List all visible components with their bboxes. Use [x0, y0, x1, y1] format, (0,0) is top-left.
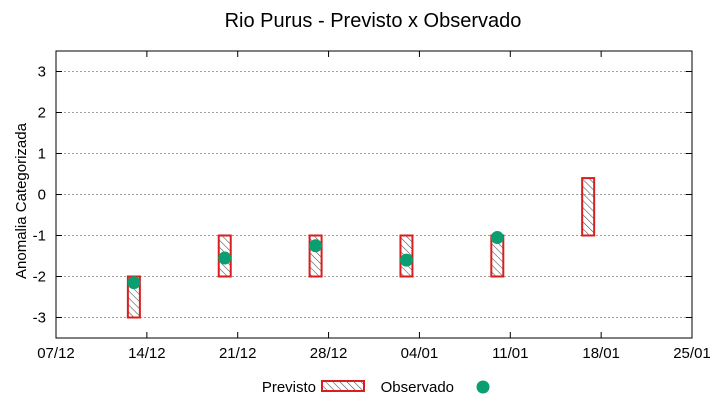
observado-point	[309, 239, 323, 253]
y-axis-label: Anomalia Categorizada	[13, 122, 30, 279]
observado-point	[218, 251, 232, 265]
x-tick-label: 28/12	[310, 345, 348, 362]
observado-point	[127, 276, 141, 290]
x-tick-label: 25/01	[673, 345, 711, 362]
grid-lines	[56, 71, 692, 318]
x-tick-label: 07/12	[37, 345, 75, 362]
observado-series	[127, 231, 504, 290]
observado-point	[399, 253, 413, 267]
y-tick-label: 1	[38, 146, 46, 163]
x-tick-label: 11/01	[492, 345, 528, 362]
legend-swatch-previsto	[321, 380, 365, 392]
previsto-series	[126, 177, 596, 319]
previsto-bar	[581, 177, 596, 237]
x-tick-label: 04/01	[401, 345, 439, 362]
x-tick-label: 21/12	[219, 345, 257, 362]
axis-ticks: -3 -2 -1 0 1 2 3 07/12 14/12 21/12 28/12 04/01 11/01…	[33, 51, 711, 362]
y-tick-label: -1	[33, 228, 46, 245]
y-tick-label: 3	[38, 64, 46, 81]
y-tick-label: -3	[33, 310, 46, 327]
x-tick-label: 18/01	[582, 345, 620, 362]
chart-title: Rio Purus - Previsto x Observado	[225, 10, 522, 32]
y-tick-label: 0	[38, 187, 46, 204]
legend-swatch-observado	[476, 380, 490, 394]
y-tick-label: 2	[38, 105, 46, 122]
legend-label-previsto: Previsto	[262, 379, 316, 396]
x-tick-label: 14/12	[128, 345, 166, 362]
y-tick-label: -2	[33, 269, 46, 286]
legend: Previsto Observado	[262, 379, 490, 396]
observado-point	[490, 231, 504, 245]
legend-label-observado: Observado	[381, 379, 454, 396]
